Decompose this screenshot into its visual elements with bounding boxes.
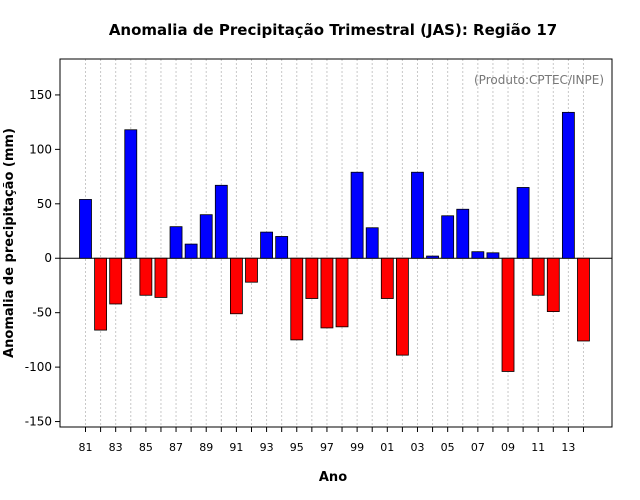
- x-tick-label: 87: [169, 441, 183, 454]
- bar-07: [471, 251, 485, 259]
- bar-84: [124, 129, 138, 259]
- bar-14: [577, 257, 590, 342]
- x-tick-label: 89: [199, 441, 213, 454]
- bar-12: [546, 257, 560, 312]
- bar-10: [516, 187, 530, 259]
- bar-94: [275, 236, 289, 259]
- bar-09: [501, 257, 515, 372]
- bar-02: [395, 257, 409, 356]
- y-tick-label: 150: [29, 88, 52, 102]
- plot-frame: [59, 58, 613, 428]
- x-axis: 81 83 85 87 89 91 93 95 97 99 01 03 05 07 09 11 13: [79, 427, 584, 454]
- y-tick-label: -150: [25, 415, 52, 429]
- x-tick-label: 93: [260, 441, 274, 454]
- bar-13: [561, 111, 575, 259]
- x-tick-label: 91: [229, 441, 243, 454]
- bar-91: [229, 257, 243, 315]
- bar-87: [169, 226, 183, 259]
- bar-83: [109, 257, 123, 305]
- x-tick-label: 07: [471, 441, 485, 454]
- y-tick-label: 100: [29, 142, 52, 156]
- bar-92: [245, 257, 258, 283]
- bar-03: [411, 171, 424, 259]
- x-tick-label: 95: [290, 441, 304, 454]
- bars: [79, 111, 590, 372]
- bar-98: [335, 257, 349, 328]
- x-tick-label: 09: [501, 441, 515, 454]
- y-axis: -150 -100 -50 0 50 100 150: [25, 88, 60, 429]
- x-tick-label: 83: [109, 441, 123, 454]
- bar-93: [260, 231, 273, 259]
- bar-05: [441, 215, 455, 259]
- bar-99: [350, 171, 364, 259]
- bar-86: [154, 257, 168, 298]
- bar-08: [486, 252, 500, 259]
- bar-89: [199, 214, 213, 259]
- x-tick-label: 03: [410, 441, 424, 454]
- y-tick-label: -50: [32, 306, 52, 320]
- x-tick-label: 97: [320, 441, 334, 454]
- x-tick-label: 05: [441, 441, 455, 454]
- y-axis-label: Anomalia de precipitação (mm): [2, 128, 17, 358]
- bar-11: [531, 257, 545, 296]
- x-axis-label: Ano: [319, 470, 347, 485]
- credit-label: (Produto:CPTEC/INPE): [474, 73, 604, 87]
- y-tick-label: 0: [44, 251, 52, 265]
- bar-00: [365, 227, 379, 259]
- bar-85: [139, 257, 153, 296]
- y-tick-label: 50: [37, 197, 52, 211]
- bar-82: [94, 257, 107, 331]
- x-tick-label: 13: [561, 441, 575, 454]
- x-tick-label: 01: [380, 441, 394, 454]
- bar-06: [456, 208, 470, 259]
- bar-95: [290, 257, 304, 341]
- x-tick-label: 85: [139, 441, 153, 454]
- bar-90: [214, 184, 228, 259]
- x-tick-label: 11: [531, 441, 545, 454]
- bar-81: [79, 199, 92, 259]
- x-tick-label: 81: [79, 441, 93, 454]
- bar-97: [320, 257, 334, 329]
- bar-96: [305, 257, 319, 299]
- bar-04: [426, 255, 439, 259]
- x-tick-label: 99: [350, 441, 364, 454]
- bar-88: [184, 243, 198, 259]
- chart-title: Anomalia de Precipitação Trimestral (JAS…: [109, 21, 557, 39]
- bar-01: [380, 257, 394, 299]
- y-tick-label: -100: [25, 360, 52, 374]
